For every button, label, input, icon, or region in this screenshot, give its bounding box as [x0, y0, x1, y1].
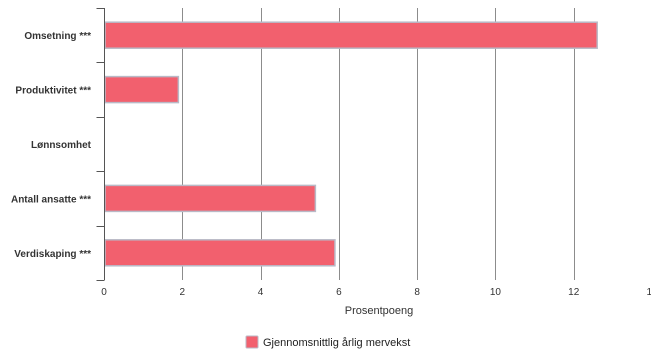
category-label: Omsetning ***: [24, 31, 91, 42]
category-label: Lønnsomhet: [31, 140, 92, 151]
x-tick-label: 8: [414, 287, 420, 298]
x-tick-label: 6: [336, 287, 342, 298]
bar[interactable]: [104, 184, 317, 213]
x-tick-label: 0: [101, 287, 107, 298]
bar[interactable]: [104, 239, 336, 267]
x-tick-label: 2: [180, 287, 186, 298]
x-tick-label: 14: [646, 287, 651, 298]
bars: [104, 21, 598, 267]
category-labels: Omsetning *** Produktivitet *** Lønnsomhet…: [11, 31, 92, 260]
category-label: Produktivitet ***: [15, 86, 91, 97]
x-tick-label: 4: [258, 287, 264, 298]
x-tick-label: 10: [490, 287, 502, 298]
gridlines: [182, 8, 575, 280]
x-tick-label: 12: [568, 287, 580, 298]
legend-swatch: [245, 335, 259, 349]
y-axis-ticks: [96, 8, 105, 281]
bar[interactable]: [104, 21, 598, 49]
category-label: Antall ansatte ***: [11, 194, 91, 205]
legend-label: Gjennomsnittlig årlig mervekst: [263, 337, 410, 349]
x-tick-labels: 0 2 4 6 8 10 12 14: [101, 287, 651, 298]
category-label: Verdiskaping ***: [14, 249, 91, 260]
legend[interactable]: Gjennomsnittlig årlig mervekst: [245, 335, 410, 349]
x-axis-title: Prosentpoeng: [345, 305, 414, 317]
bar[interactable]: [104, 75, 180, 104]
